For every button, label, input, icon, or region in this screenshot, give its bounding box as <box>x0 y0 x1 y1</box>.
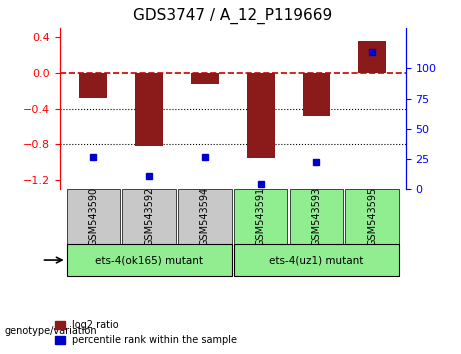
Bar <box>302 73 331 116</box>
FancyBboxPatch shape <box>234 244 399 276</box>
Text: ets-4(ok165) mutant: ets-4(ok165) mutant <box>95 255 203 265</box>
Bar <box>358 41 386 73</box>
Text: GSM543593: GSM543593 <box>312 187 321 246</box>
Bar <box>79 73 107 98</box>
Bar <box>247 73 275 158</box>
FancyBboxPatch shape <box>234 189 288 244</box>
Text: GSM543590: GSM543590 <box>89 187 98 246</box>
FancyBboxPatch shape <box>67 244 232 276</box>
Text: GSM543591: GSM543591 <box>256 187 266 246</box>
Text: ets-4(uz1) mutant: ets-4(uz1) mutant <box>269 255 364 265</box>
Text: GSM543592: GSM543592 <box>144 187 154 246</box>
Legend: log2 ratio, percentile rank within the sample: log2 ratio, percentile rank within the s… <box>51 316 241 349</box>
FancyBboxPatch shape <box>67 189 120 244</box>
FancyBboxPatch shape <box>345 189 399 244</box>
Text: genotype/variation: genotype/variation <box>5 326 97 336</box>
FancyBboxPatch shape <box>178 189 232 244</box>
Text: GSM543595: GSM543595 <box>367 187 377 246</box>
FancyBboxPatch shape <box>122 189 176 244</box>
Bar <box>191 73 219 84</box>
Bar <box>135 73 163 146</box>
FancyBboxPatch shape <box>290 189 343 244</box>
Text: GSM543594: GSM543594 <box>200 187 210 246</box>
Title: GDS3747 / A_12_P119669: GDS3747 / A_12_P119669 <box>133 8 332 24</box>
